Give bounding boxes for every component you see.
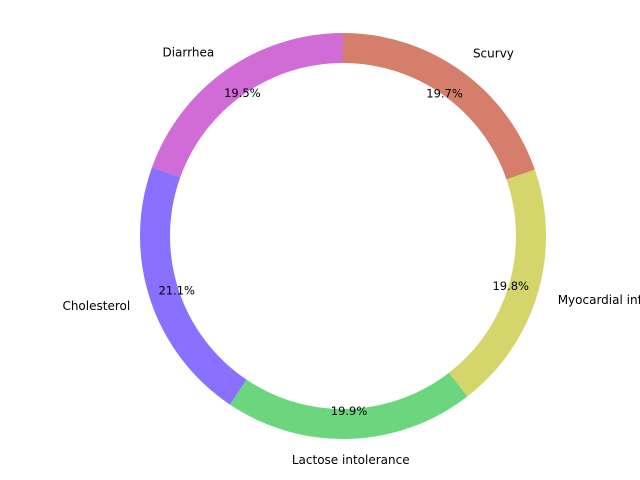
slice-myocardial-infarction	[449, 169, 546, 397]
pct-label-myocardial-infarction: 19.8%	[492, 279, 529, 293]
slice-label-scurvy: Scurvy	[473, 47, 514, 61]
slice-lactose-intolerance	[229, 372, 468, 439]
chart-labels: Diarrhea 19.5% Cholesterol 21.1% Lactose int…	[62, 46, 640, 467]
pct-label-cholesterol: 21.1%	[158, 284, 195, 298]
pct-label-diarrhea: 19.5%	[224, 86, 261, 100]
slice-label-diarrhea: Diarrhea	[162, 46, 214, 60]
pct-label-scurvy: 19.7%	[426, 86, 463, 100]
pct-label-lactose-intolerance: 19.9%	[331, 404, 368, 418]
slice-cholesterol	[140, 167, 247, 405]
slice-label-myocardial-infarction: Myocardial infarction	[558, 293, 640, 307]
slice-label-lactose-intolerance: Lactose intolerance	[292, 453, 410, 467]
slice-scurvy	[343, 33, 535, 180]
slice-diarrhea	[152, 33, 343, 178]
chart-slices	[140, 33, 546, 439]
slice-label-cholesterol: Cholesterol	[62, 299, 130, 313]
